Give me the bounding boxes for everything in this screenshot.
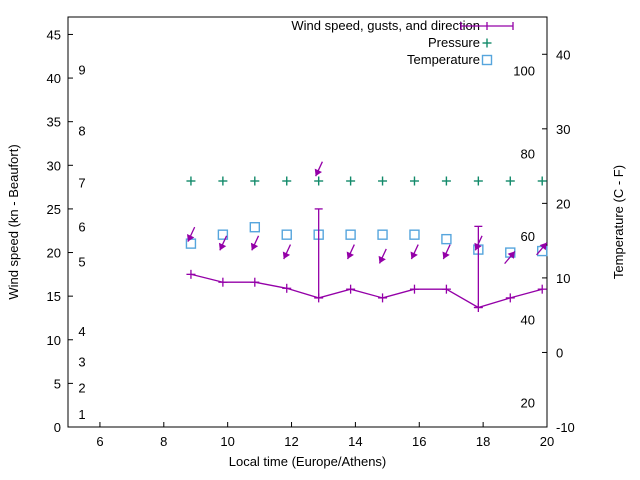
y-axis-tick-label: 25	[47, 202, 61, 217]
y-axis-tick-label: 10	[47, 333, 61, 348]
x-axis-tick-label: 10	[220, 434, 234, 449]
fahrenheit-label: 20	[521, 395, 535, 410]
fahrenheit-label: 80	[521, 146, 535, 161]
y2-axis-tick-label: 0	[556, 345, 563, 360]
temperature-marker	[377, 229, 388, 240]
wind-direction-arrow	[346, 244, 355, 260]
plot-frame	[67, 16, 548, 428]
beaufort-label: 7	[78, 176, 85, 191]
y-axis-tick-label: 15	[47, 289, 61, 304]
wind-direction-arrow	[536, 242, 548, 256]
beaufort-label: 8	[78, 123, 85, 138]
wind-speed-line	[190, 273, 543, 309]
beaufort-label: 3	[78, 355, 85, 370]
x-axis-tick-label: 6	[96, 434, 103, 449]
legend-swatch-temperature	[481, 54, 493, 66]
wind-direction-arrow	[378, 248, 387, 264]
temperature-marker	[217, 229, 229, 240]
wind-direction-arrow	[314, 161, 323, 177]
legend-label-1: Pressure	[428, 35, 480, 50]
y2-axis-tick-label: 20	[556, 196, 570, 211]
wind-direction-arrow	[250, 235, 260, 251]
temperature-marker	[345, 229, 356, 240]
fahrenheit-label: 40	[521, 313, 535, 328]
y-axis-tick-label: 5	[54, 376, 61, 391]
x-axis-tick-label: 20	[540, 434, 554, 449]
legend-label-2: Temperature	[407, 52, 480, 67]
y2-axis-tick-label: 10	[556, 271, 570, 286]
y-axis-tick-label: 45	[47, 27, 61, 42]
x-axis-tick-label: 18	[476, 434, 490, 449]
wind-direction-arrow	[410, 244, 419, 260]
beaufort-label: 6	[78, 219, 85, 234]
y2-axis-tick-label: 30	[556, 122, 570, 137]
temperature-marker	[441, 233, 452, 245]
y-axis-tick-label: 40	[47, 71, 61, 86]
fahrenheit-label: 60	[521, 229, 535, 244]
wind-direction-arrow	[282, 244, 292, 260]
y-axis-tick-label: 30	[47, 158, 61, 173]
beaufort-label: 1	[78, 407, 85, 422]
temperature-marker	[281, 229, 292, 240]
x-axis-tick-label: 14	[348, 434, 362, 449]
wind-direction-arrow	[474, 235, 483, 251]
temperature-marker	[409, 229, 420, 240]
beaufort-label: 5	[78, 254, 85, 269]
y2-axis-tick-label: -10	[556, 420, 575, 435]
wind-direction-arrow	[187, 226, 196, 242]
x-axis-tick-label: 12	[284, 434, 298, 449]
y2-axis-tick-label: 40	[556, 47, 570, 62]
y-axis-tick-label: 0	[54, 420, 61, 435]
y-axis-title: Wind speed (kn - Beaufort)	[6, 144, 21, 299]
wind-direction-arrow	[218, 235, 228, 251]
wind-direction-arrow	[504, 250, 516, 265]
x-axis-tick-label: 8	[160, 434, 167, 449]
legend-label-0: Wind speed, gusts, and direction	[291, 18, 480, 33]
beaufort-label: 9	[78, 62, 85, 77]
y-axis-tick-label: 20	[47, 246, 61, 261]
x-axis-title: Local time (Europe/Athens)	[229, 454, 387, 469]
y2-axis-title: Temperature (C - F)	[611, 165, 626, 279]
x-axis-tick-label: 16	[412, 434, 426, 449]
wind-direction-arrow	[442, 244, 451, 260]
fahrenheit-label: 100	[513, 64, 535, 79]
y-axis-tick-label: 35	[47, 115, 61, 130]
temperature-marker	[249, 222, 261, 233]
beaufort-label: 2	[78, 381, 85, 396]
beaufort-label: 4	[78, 324, 85, 339]
